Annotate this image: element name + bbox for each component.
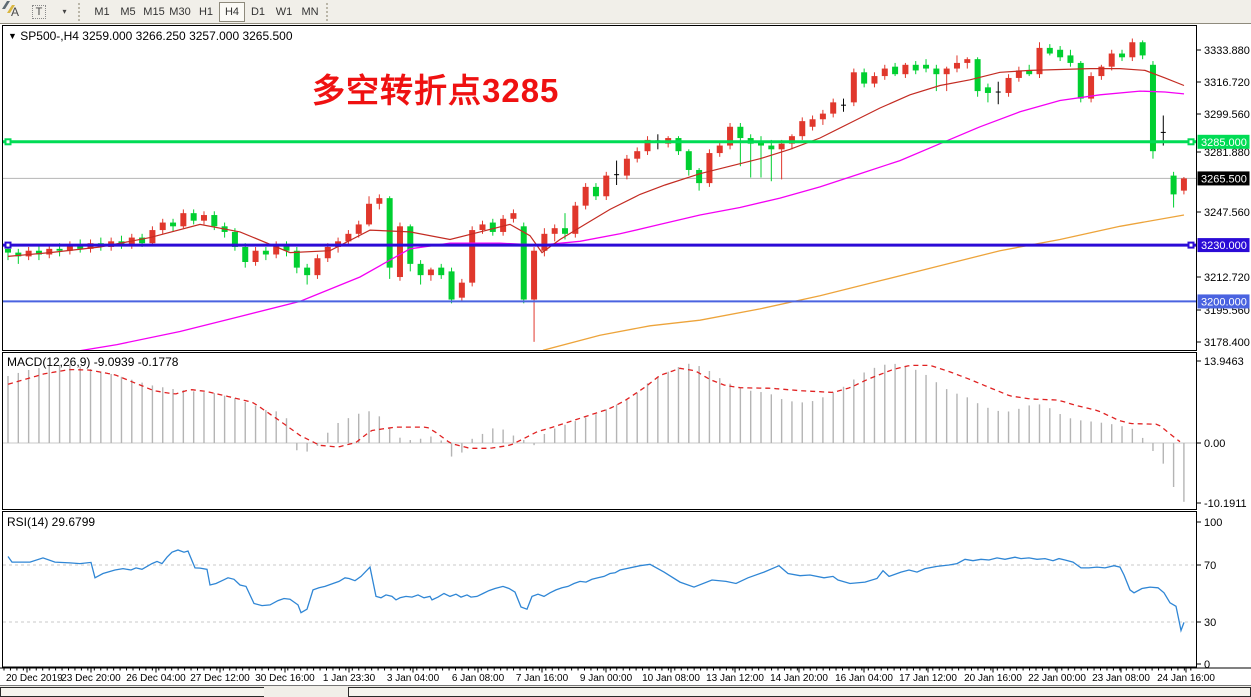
- horizontal-scrollbar[interactable]: [0, 685, 1251, 697]
- price-badge: [1197, 134, 1250, 149]
- time-axis-label: 26 Dec 04:00: [126, 673, 186, 684]
- time-axis-label: 14 Jan 20:00: [770, 673, 828, 684]
- price-axis-label: 3247.560: [1204, 207, 1250, 219]
- rsi-axis-label: 30: [1204, 617, 1216, 629]
- timeframe-m30[interactable]: M30: [169, 5, 191, 18]
- main-panel-frame: [2, 25, 1197, 351]
- text-tool-button[interactable]: T: [27, 2, 51, 22]
- price-axis-label: 3281.880: [1204, 147, 1250, 159]
- chevron-down-icon: ▾: [62, 7, 67, 16]
- styles-button[interactable]: ▾: [2, 1, 75, 22]
- time-axis-label: 24 Jan 16:00: [1157, 673, 1215, 684]
- price-axis-label: 3212.720: [1204, 272, 1250, 284]
- rsi-panel-frame: [2, 511, 1197, 668]
- price-axis-label: 3299.560: [1204, 109, 1250, 121]
- ma-slow-orange: [542, 214, 1185, 350]
- chart-header: ▼ SP500-,H4 3259.000 3266.250 3257.000 3…: [8, 29, 293, 43]
- time-axis-label: 7 Jan 16:00: [516, 673, 569, 684]
- annotate-text-button[interactable]: A: [3, 2, 27, 22]
- macd-panel-frame: [2, 352, 1197, 510]
- timeframe-d1[interactable]: D1: [250, 5, 266, 18]
- candlestick-series: [5, 38, 1187, 342]
- macd-axis-label: 13.9463: [1204, 356, 1244, 368]
- price-axis-label: 3333.880: [1204, 45, 1250, 57]
- scrollbar-track-left[interactable]: [0, 687, 265, 697]
- timeframe-m15[interactable]: M15: [143, 5, 165, 18]
- price-axis-label: 3316.720: [1204, 77, 1250, 89]
- chart-annotation-text[interactable]: 多空转折点3285: [312, 72, 560, 109]
- toolbar-grip-2[interactable]: [326, 2, 332, 21]
- macd-histogram: [7, 363, 1185, 502]
- scrollbar-thumb[interactable]: [264, 687, 348, 697]
- time-axis-label: 27 Dec 12:00: [190, 673, 250, 684]
- time-axis-label: 16 Jan 04:00: [835, 673, 893, 684]
- macd-signal-line: [7, 364, 1181, 449]
- scrollbar-track-right[interactable]: [348, 687, 1251, 697]
- rsi-line: [7, 549, 1185, 633]
- time-axis-label: 23 Jan 08:00: [1092, 673, 1150, 684]
- rsi-axis-label: 70: [1204, 560, 1216, 572]
- timeframe-mn[interactable]: MN: [301, 5, 319, 18]
- price-badge-text: 3285.000: [1201, 137, 1247, 149]
- time-axis-label: 20 Dec 2019: [6, 673, 63, 684]
- time-axis-label: 23 Dec 20:00: [61, 673, 121, 684]
- price-badge: [1197, 171, 1250, 186]
- timeframe-w1[interactable]: W1: [275, 5, 293, 18]
- time-axis-label: 10 Jan 08:00: [642, 673, 700, 684]
- ma-fast-red: [7, 68, 1185, 257]
- time-axis-label: 20 Jan 16:00: [964, 673, 1022, 684]
- toolbar: A T ▾ M1 M5 M15 M30 H1 H4 D1 W1 MN: [0, 0, 1251, 24]
- price-badge-text: 3265.500: [1201, 173, 1247, 185]
- time-axis-label: 13 Jan 12:00: [706, 673, 764, 684]
- price-badge-text: 3230.000: [1201, 240, 1247, 252]
- time-axis-label: 30 Dec 16:00: [255, 673, 315, 684]
- macd-indicator-label: MACD(12,26,9) -9.0939 -0.1778: [7, 355, 179, 369]
- rsi-indicator-label: RSI(14) 29.6799: [7, 515, 96, 529]
- time-axis-label: 22 Jan 00:00: [1028, 673, 1086, 684]
- macd-axis-label: -10.1911: [1204, 498, 1247, 510]
- toolbar-grip[interactable]: [78, 2, 84, 21]
- time-axis-label: 3 Jan 04:00: [387, 673, 440, 684]
- annotate-text-label: A: [10, 4, 19, 19]
- time-axis-label: 1 Jan 23:30: [323, 673, 376, 684]
- text-tool-label: T: [31, 4, 47, 19]
- timeframe-m5[interactable]: M5: [120, 5, 136, 18]
- time-axis-label: 9 Jan 00:00: [580, 673, 633, 684]
- macd-axis-label: 0.00: [1204, 438, 1225, 450]
- time-axis-label: 6 Jan 08:00: [452, 673, 505, 684]
- main-chart-layer: [3, 38, 1196, 350]
- price-badge: [1197, 238, 1250, 253]
- rsi-axis-label: 100: [1204, 517, 1222, 529]
- symbol-ohlc-text: SP500-,H4 3259.000 3266.250 3257.000 326…: [20, 29, 293, 43]
- rsi-axis-label: 0: [1204, 659, 1210, 671]
- price-axis-label: 3178.400: [1204, 337, 1250, 349]
- time-axis-label: 17 Jan 12:00: [899, 673, 957, 684]
- timeframe-h4-active[interactable]: H4: [219, 1, 245, 22]
- price-badge: [1197, 294, 1250, 309]
- chart-canvas[interactable]: 3333.880 3316.720 3299.560 3281.880 3247.560…: [0, 24, 1251, 697]
- timeframe-m1[interactable]: M1: [94, 5, 110, 18]
- timeframe-h1[interactable]: H1: [198, 5, 214, 18]
- price-badge-text: 3200.000: [1201, 296, 1247, 308]
- ma-mid-magenta: [80, 90, 1185, 350]
- symbol-dropdown-icon[interactable]: ▼: [8, 31, 17, 41]
